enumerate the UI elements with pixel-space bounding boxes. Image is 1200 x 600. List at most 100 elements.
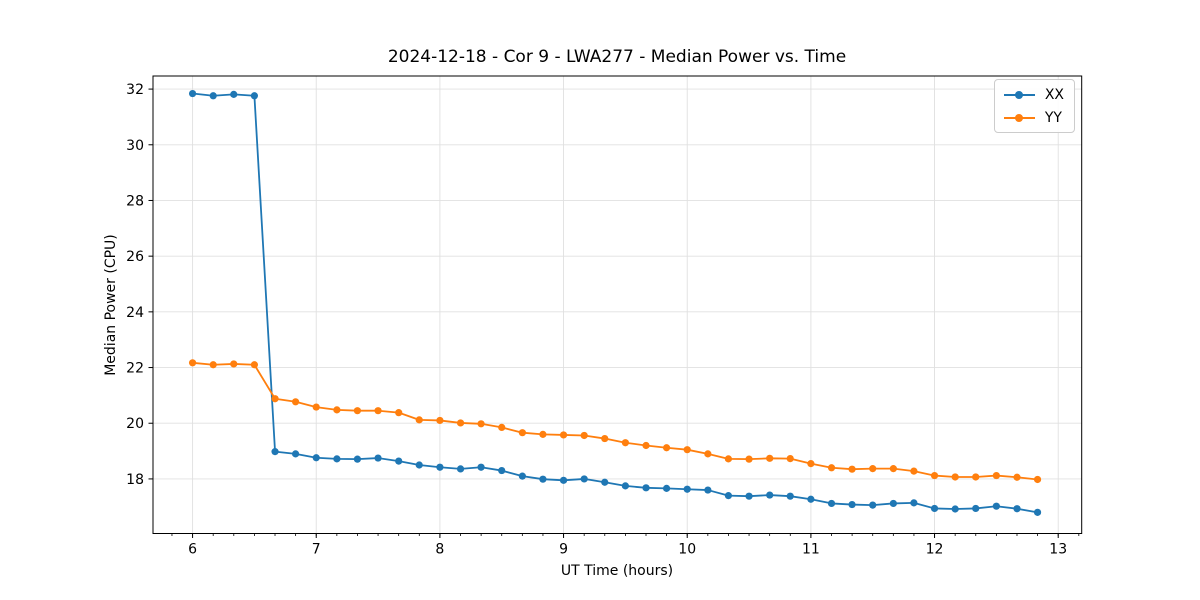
data-point-xx [436, 463, 444, 471]
series-line-yy [191, 361, 1039, 481]
data-point-xx [951, 505, 959, 513]
y-tick-label: 18 [126, 472, 144, 488]
data-point-xx [188, 89, 197, 98]
legend-label: XX [1044, 86, 1064, 103]
data-point-xx [786, 492, 794, 500]
data-point-xx [745, 492, 753, 500]
data-point-yy [374, 407, 382, 415]
axes-spines [152, 75, 1083, 534]
data-point-xx [353, 455, 362, 463]
data-point-xx [230, 90, 238, 98]
data-point-xx [209, 92, 217, 100]
data-point-yy [724, 455, 733, 463]
x-tick-label: 8 [435, 542, 444, 558]
data-point-yy [291, 398, 300, 406]
data-point-yy [250, 361, 258, 369]
y-tick-label: 28 [126, 193, 144, 209]
data-point-yy [456, 419, 465, 427]
legend: XX YY [993, 79, 1075, 133]
data-point-xx [683, 485, 691, 493]
data-point-yy [188, 359, 197, 367]
data-point-yy [683, 446, 691, 454]
data-point-xx [642, 484, 650, 492]
data-point-yy [436, 416, 444, 425]
x-tick-label: 10 [678, 542, 696, 558]
data-point-xx [848, 500, 856, 509]
data-point-yy [972, 473, 980, 481]
x-tick-label: 11 [802, 542, 820, 558]
data-point-yy [889, 465, 897, 473]
data-point-yy [786, 455, 794, 463]
data-point-xx [312, 454, 320, 462]
data-point-yy [642, 441, 650, 450]
y-tick-label: 30 [126, 138, 144, 154]
data-point-xx [869, 501, 877, 509]
data-point-xx [498, 466, 506, 475]
y-tick-label: 22 [126, 361, 144, 377]
data-point-yy [539, 430, 547, 438]
legend-line-sample-xx [1003, 90, 1035, 99]
data-point-yy [848, 465, 856, 473]
y-tick-label: 26 [126, 249, 144, 265]
x-tick-label: 12 [926, 542, 944, 558]
data-point-yy [271, 395, 279, 403]
data-point-yy [1033, 475, 1042, 484]
data-point-yy [992, 471, 1000, 480]
data-point-yy [518, 429, 526, 437]
data-point-xx [930, 504, 939, 513]
data-point-xx [415, 461, 423, 469]
data-point-xx [291, 450, 300, 458]
y-tick-label: 20 [126, 416, 144, 432]
data-point-xx [972, 504, 980, 513]
data-point-yy [498, 423, 506, 432]
data-point-yy [395, 409, 403, 417]
y-tick-label: 32 [126, 82, 144, 98]
legend-line-sample-yy [1003, 113, 1035, 122]
data-point-yy [910, 467, 918, 475]
data-point-xx [992, 502, 1000, 510]
data-point-yy [415, 416, 423, 424]
x-tick-label: 7 [312, 542, 321, 558]
data-point-xx [704, 486, 712, 494]
data-point-yy [580, 431, 588, 440]
data-point-xx [621, 482, 629, 490]
data-point-yy [312, 403, 320, 411]
data-point-yy [559, 431, 568, 439]
data-point-xx [580, 475, 588, 483]
data-point-yy [333, 406, 341, 414]
data-point-yy [1013, 473, 1021, 481]
x-axis-label: UT Time (hours) [560, 563, 674, 579]
data-point-xx [662, 484, 671, 492]
data-point-xx [559, 476, 568, 484]
y-tick-label: 24 [126, 305, 144, 321]
data-point-xx [807, 495, 815, 503]
data-point-yy [230, 360, 238, 368]
data-point-yy [951, 473, 959, 481]
data-point-yy [869, 465, 877, 473]
data-point-xx [539, 475, 547, 483]
data-point-xx [271, 448, 279, 456]
data-point-yy [930, 471, 939, 480]
data-point-xx [250, 92, 258, 100]
data-point-xx [601, 478, 609, 486]
data-point-yy [353, 407, 362, 415]
data-point-xx [766, 491, 774, 499]
legend-item-yy: YY [1003, 108, 1064, 127]
data-point-yy [601, 434, 609, 443]
data-point-xx [1013, 505, 1021, 513]
data-point-yy [662, 444, 671, 452]
chart-title: 2024-12-18 - Cor 9 - LWA277 - Median Pow… [387, 47, 847, 67]
x-tick-label: 9 [559, 542, 568, 558]
data-point-xx [456, 465, 465, 473]
data-point-xx [477, 463, 485, 471]
x-tick-label: 13 [1049, 542, 1067, 558]
data-point-yy [807, 460, 815, 468]
data-point-yy [827, 464, 836, 472]
legend-marker-icon [1015, 90, 1024, 99]
data-point-xx [518, 472, 526, 480]
data-point-xx [1033, 508, 1042, 516]
data-point-xx [374, 454, 382, 462]
data-point-xx [910, 499, 918, 507]
data-point-yy [209, 361, 217, 369]
